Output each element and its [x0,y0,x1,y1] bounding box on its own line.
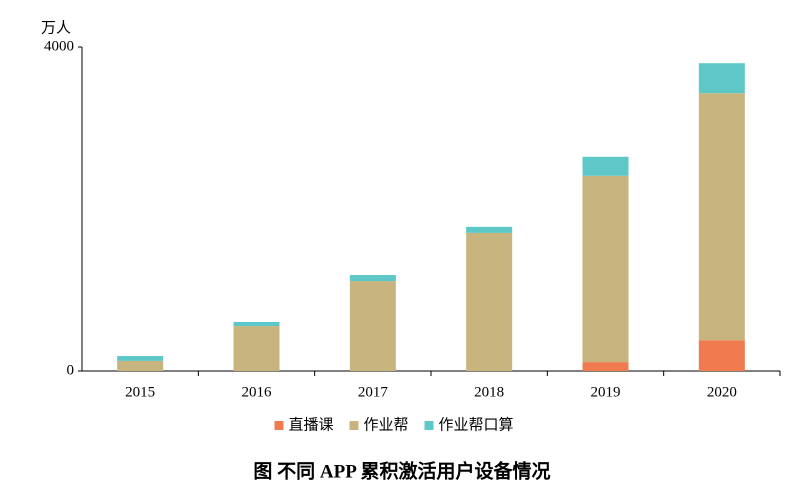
bar-segment [698,340,745,371]
legend-label: 作业帮口算 [439,415,514,433]
legend-label: 直播课 [289,416,334,433]
y-tick-label: 0 [67,362,75,378]
legend-swatch [349,421,359,430]
x-tick-label: 2018 [474,384,504,400]
bar-segment [466,226,513,233]
bar-segment [582,156,629,176]
bar-segment [233,326,280,371]
chart-title: 图 不同 APP 累积激活用户设备情况 [253,459,550,482]
y-axis-label: 万人 [41,19,71,36]
x-tick-label: 2019 [591,384,621,400]
bar-segment [698,63,745,94]
bar-segment [466,232,513,371]
x-tick-label: 2015 [125,384,155,400]
legend-swatch [424,421,434,430]
y-tick-label: 4000 [44,38,74,54]
bar-segment [349,281,396,371]
bar-segment [233,321,280,327]
bar-segment [349,275,396,282]
bar-segment [582,362,629,371]
bar-segment [117,356,164,361]
bar-segment [117,360,164,371]
bar-segment [698,93,745,341]
x-tick-label: 2016 [242,384,273,400]
x-tick-label: 2017 [358,384,389,400]
x-tick-label: 2020 [707,384,737,400]
legend-swatch [274,421,284,430]
legend-label: 作业帮 [364,416,409,433]
bar-segment [582,175,629,363]
